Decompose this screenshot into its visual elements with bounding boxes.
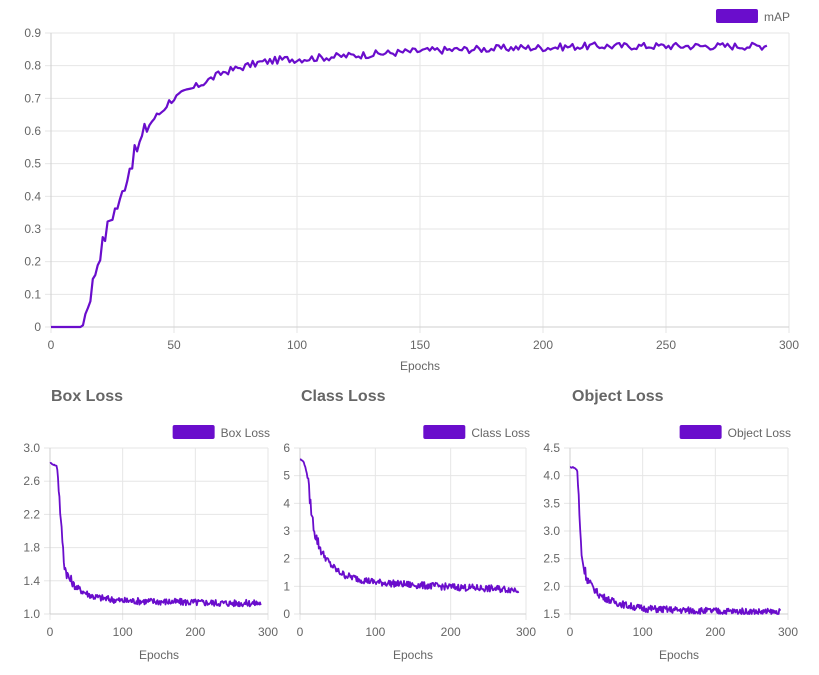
y-tick-label: 2 [283,552,290,566]
x-tick-label: 300 [778,625,798,639]
x-axis-label: Epochs [139,648,179,662]
y-tick-label: 0.8 [24,59,41,73]
legend-swatch [423,425,466,439]
map-chart: 0 0.1 0.2 0.3 0.4 0.5 0.6 0.7 0.8 0.9 0 50 100 150 200… [24,9,799,373]
object-loss-title: Object Loss [572,388,664,405]
y-tick-label: 4.0 [543,469,560,483]
legend-swatch [679,425,722,439]
y-tick-label: 3.0 [23,441,40,455]
y-tick-label: 0 [34,320,41,334]
y-tick-label: 1.4 [23,574,40,588]
legend-label: mAP [764,10,790,24]
y-tick-label: 4.5 [543,441,560,455]
series-line [51,41,768,329]
y-tick-label: 1 [283,579,290,593]
x-tick-label: 150 [410,338,430,352]
x-axis-label: Epochs [400,359,440,373]
series-line [49,462,262,608]
x-tick-label: 300 [779,338,799,352]
y-tick-label: 0.1 [24,287,41,301]
class-loss-chart-panel: 0 1 2 3 4 5 6 0 100 200 300 Epochs Class Loss [280,420,545,675]
x-axis-label: Epochs [659,648,699,662]
x-tick-label: 0 [48,338,55,352]
y-tick-label: 1.0 [23,607,40,621]
box-loss-title: Box Loss [51,388,124,405]
x-tick-label: 100 [365,625,385,639]
class-loss-chart: 0 1 2 3 4 5 6 0 100 200 300 Epochs Class Loss [283,425,536,662]
legend-label: Class Loss [471,426,530,440]
y-tick-label: 4 [283,496,290,510]
y-tick-label: 0.5 [24,157,41,171]
x-tick-label: 200 [533,338,553,352]
y-tick-label: 0.2 [24,255,41,269]
y-tick-label: 5 [283,469,290,483]
x-tick-label: 100 [633,625,653,639]
x-axis-label: Epochs [393,648,433,662]
y-tick-label: 2.2 [23,507,40,521]
series-line [569,466,781,615]
x-tick-label: 300 [258,625,278,639]
x-tick-label: 250 [656,338,676,352]
x-tick-label: 0 [297,625,304,639]
y-tick-label: 2.0 [543,579,560,593]
y-tick-label: 2.6 [23,474,40,488]
x-tick-label: 100 [287,338,307,352]
y-tick-label: 0.7 [24,91,41,105]
y-tick-label: 3.5 [543,496,560,510]
legend-label: Object Loss [728,426,791,440]
map-chart-panel: 0 0.1 0.2 0.3 0.4 0.5 0.6 0.7 0.8 0.9 0 50 100 150 200… [24,9,799,373]
legend-label: Box Loss [221,426,270,440]
y-tick-label: 0.6 [24,124,41,138]
box-loss-chart-panel: 1.0 1.4 1.8 2.2 2.6 3.0 0 100 200 300 Epochs Box Lo… [0,420,280,675]
x-tick-label: 100 [113,625,133,639]
x-tick-label: 0 [47,625,54,639]
y-tick-label: 0.4 [24,189,41,203]
series-line [299,458,520,594]
y-tick-label: 0 [283,607,290,621]
y-tick-label: 3 [283,524,290,538]
x-tick-label: 50 [167,338,181,352]
legend-swatch [172,425,215,439]
object-loss-chart-panel: 1.5 2.0 2.5 3.0 3.5 4.0 4.5 0 100 200 300 Epochs Obj… [543,420,819,675]
x-tick-label: 300 [516,625,536,639]
y-tick-label: 0.9 [24,26,41,40]
y-tick-label: 6 [283,441,290,455]
x-tick-label: 200 [705,625,725,639]
class-loss-title: Class Loss [301,388,386,405]
box-loss-chart: 1.0 1.4 1.8 2.2 2.6 3.0 0 100 200 300 Epochs Box Lo… [23,425,278,662]
y-tick-label: 3.0 [543,524,560,538]
object-loss-chart: 1.5 2.0 2.5 3.0 3.5 4.0 4.5 0 100 200 300 Epochs Obj… [543,425,798,662]
x-tick-label: 200 [185,625,205,639]
legend-swatch [715,9,758,23]
y-tick-label: 1.8 [23,541,40,555]
y-tick-label: 0.3 [24,222,41,236]
y-tick-label: 1.5 [543,607,560,621]
y-tick-label: 2.5 [543,552,560,566]
x-tick-label: 200 [441,625,461,639]
x-tick-label: 0 [567,625,574,639]
